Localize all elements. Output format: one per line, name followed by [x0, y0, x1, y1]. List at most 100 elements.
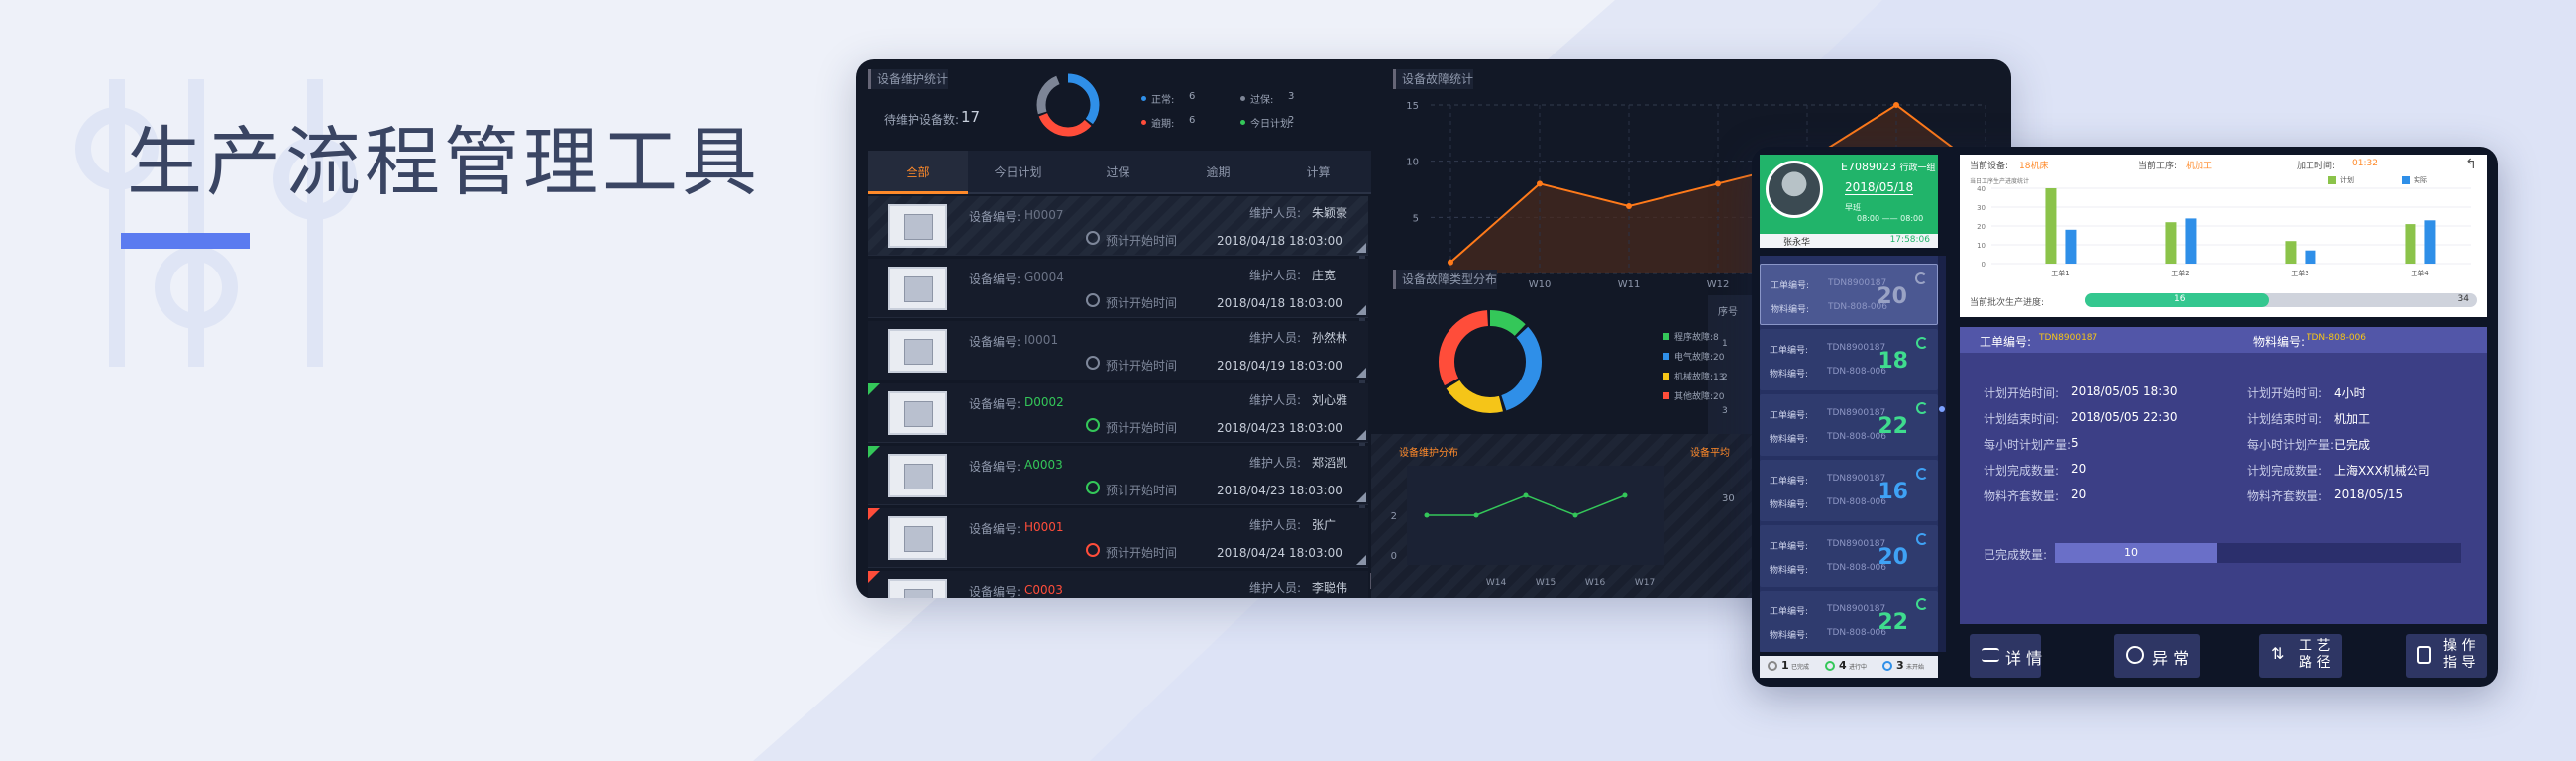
device-label: 设备编号:: [969, 522, 1021, 536]
legend-value: 3: [1288, 91, 1295, 102]
order-label: 工单编号:: [1770, 542, 1809, 552]
corner-mark: [1356, 492, 1366, 502]
bar: [2305, 250, 2316, 264]
legend-actual-swatch: [2402, 176, 2410, 184]
x-tick: W15: [1536, 578, 1556, 588]
maint-point: [1424, 512, 1430, 518]
x-tick: W17: [1635, 578, 1655, 588]
detail-left-label: 计划结束时间:: [1984, 412, 2060, 426]
tab-all[interactable]: 全部: [868, 151, 968, 194]
plan-date: 2018/04/18 18:03:00: [1217, 234, 1342, 248]
device-code: D0002: [1024, 395, 1064, 409]
work-order-card[interactable]: 工单编号: TDN8900187 物料编号: TDN-808-006 22: [1760, 591, 1938, 652]
detail-right-value: 机加工: [2334, 412, 2371, 426]
x-tick: W16: [1585, 578, 1606, 588]
legend-label: 逾期:: [1151, 119, 1175, 130]
bar: [2405, 224, 2416, 264]
legend-plan-swatch: [2328, 176, 2336, 184]
order-bar-chart: 40 30 20 10 0 工单1 工单2 工单3 工单4: [1977, 185, 2471, 277]
table-row[interactable]: 设备编号: A0003 预计开始时间 维护人员: 郑滔凯 2018/04/23 18:03…: [868, 446, 1368, 505]
device-thumbnail: [888, 329, 947, 373]
table-row[interactable]: 设备编号: H0007 预计开始时间 维护人员: 朱颖豪 2018/04/18 18:03…: [868, 196, 1368, 256]
fault-legend-swatch: [1663, 392, 1669, 399]
tab-overdue[interactable]: 逾期: [1206, 165, 1231, 179]
work-order-card[interactable]: 工单编号: TDN8900187 物料编号: TDN-808-006 20: [1760, 264, 1938, 325]
detail-right-label: 物料齐套数量:: [2247, 489, 2323, 503]
plan-date: 2018/04/18 18:03:00: [1217, 296, 1342, 310]
maint-dist-y2: 30: [1722, 493, 1735, 504]
fault-legend-swatch: [1663, 353, 1669, 360]
table-row[interactable]: 设备编号: H0001 预计开始时间 维护人员: 张广 2018/04/24 18:03:…: [868, 508, 1368, 568]
operation-guide-button[interactable]: 操 作 指 导: [2406, 634, 2487, 678]
table-row[interactable]: 设备编号: I0001 预计开始时间 维护人员: 孙然林 2018/04/19 18:03…: [868, 321, 1368, 380]
legend-value: 2: [1288, 115, 1295, 126]
list-scrollbar[interactable]: [1359, 198, 1365, 565]
material-label: 物料编号:: [1770, 631, 1809, 641]
bar: [2165, 222, 2177, 264]
bar: [2185, 218, 2197, 264]
tab-expired[interactable]: 过保: [1106, 165, 1130, 179]
order-value: TDN8900187: [1827, 474, 1886, 484]
back-icon[interactable]: ↰: [2465, 157, 2477, 172]
pending-value: 17: [961, 108, 981, 126]
material-value: TDN-808-006: [1827, 628, 1887, 638]
process-route-label: 工 艺 路 径: [2299, 638, 2331, 671]
fault-legend-swatch: [1663, 373, 1669, 380]
clock-icon: [1086, 231, 1100, 245]
exception-label: 异 常: [2152, 649, 2190, 668]
order-value: TDN8900187: [1828, 278, 1887, 288]
fault-table-row: 2: [1722, 373, 1728, 382]
order-label: 工单编号:: [1770, 477, 1809, 487]
current-device-label: 当前设备:: [1970, 162, 2009, 171]
exception-button[interactable]: 异 常: [2114, 634, 2200, 678]
order-label: 工单编号:: [1771, 281, 1810, 291]
maintainer-name: 孙然林: [1312, 331, 1348, 345]
work-order-card[interactable]: 工单编号: TDN8900187 物料编号: TDN-808-006 22: [1760, 394, 1938, 456]
detail-left-value: 2018/05/05 18:30: [2071, 384, 2178, 398]
y-tick: 0: [1982, 261, 1986, 269]
device-thumbnail: [888, 516, 947, 560]
y-tick: 2: [1391, 511, 1397, 522]
current-process-value: 机加工: [2186, 162, 2213, 171]
material-value: TDN-808-006: [1827, 432, 1887, 442]
x-tick: W10: [1529, 279, 1552, 290]
maintainer-label: 维护人员:: [1249, 331, 1302, 345]
legend-label: 过保:: [1250, 95, 1274, 106]
done-fill: [2055, 543, 2217, 563]
corner-mark: [1356, 243, 1366, 253]
table-row[interactable]: 设备编号: G0004 预计开始时间 维护人员: 庄宽 2018/04/18 18:03:…: [868, 259, 1368, 318]
detail-right-value: 上海XXX机械公司: [2334, 464, 2430, 478]
legend-actual: 实际: [2414, 176, 2427, 184]
material-label: 物料编号:: [1770, 370, 1809, 380]
x-tick: W11: [1618, 279, 1641, 290]
work-order-card[interactable]: 工单编号: TDN8900187 物料编号: TDN-808-006 20: [1760, 525, 1938, 587]
detail-right-value: 2018/05/15: [2334, 488, 2404, 501]
status-flag: [868, 446, 880, 458]
bar: [2045, 188, 2057, 264]
device-thumbnail: [888, 204, 947, 248]
tab-calc[interactable]: 计算: [1306, 165, 1331, 179]
corner-mark: [1356, 555, 1366, 565]
material-label: 物料编号:: [1770, 566, 1809, 576]
status-icon: [1882, 661, 1892, 671]
device-thumbnail: [888, 391, 947, 435]
process-time-label: 加工时间:: [2297, 162, 2336, 171]
details-button[interactable]: 详 情: [1970, 634, 2042, 678]
tab-today[interactable]: 今日计划: [994, 165, 1042, 179]
table-row[interactable]: 设备编号:C0003预计开始时间维护人员:李聪伟: [868, 571, 1368, 598]
y-tick: 0: [1391, 551, 1397, 562]
list-scrollbar[interactable]: [1938, 256, 1946, 652]
x-tick: W14: [1486, 578, 1507, 588]
maintainer-name: 朱颖豪: [1312, 206, 1348, 220]
table-row[interactable]: 设备编号: D0002 预计开始时间 维护人员: 刘心雅 2018/04/23 18:03…: [868, 383, 1368, 443]
legend-label: 今日计划:: [1250, 119, 1294, 130]
work-order-card[interactable]: 工单编号: TDN8900187 物料编号: TDN-808-006 18: [1760, 329, 1938, 390]
maintainer-name: 郑滔凯: [1312, 456, 1348, 470]
work-order-card[interactable]: 工单编号: TDN8900187 物料编号: TDN-808-006 16: [1760, 460, 1938, 521]
status-icon: [1768, 661, 1777, 671]
sort-icon: ⇅: [2271, 644, 2285, 663]
process-route-button[interactable]: ⇅ 工 艺 路 径: [2259, 634, 2342, 678]
fault-table-row: 1: [1722, 339, 1728, 349]
bar: [2424, 220, 2436, 264]
